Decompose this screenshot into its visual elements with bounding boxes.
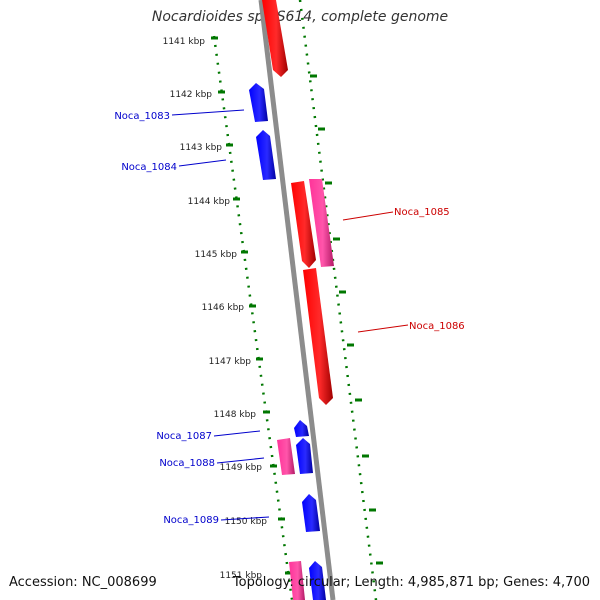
- leader-line-noca-1086: [357, 324, 409, 333]
- leader-line-noca-1083: [171, 109, 245, 116]
- gene-label-noca-1089[interactable]: Noca_1089: [163, 515, 219, 526]
- outer-tick-marks: [310, 74, 383, 565]
- tick-label-1145: 1145 kbp: [195, 250, 238, 260]
- genome-summary-text: Topology: circular; Length: 4,985,871 bp…: [232, 575, 590, 590]
- gene-arrow-noca-1082[interactable]: [262, 0, 288, 77]
- tick-label-1148: 1148 kbp: [214, 410, 257, 420]
- gene-arrow-noca-1085[interactable]: [291, 181, 316, 268]
- gene-arrow-noca-1083[interactable]: [249, 83, 268, 122]
- gene-label-noca-1084[interactable]: Noca_1084: [121, 162, 177, 173]
- gene-feature-bottom[interactable]: [289, 561, 305, 600]
- tick-label-1143: 1143 kbp: [180, 143, 223, 153]
- leader-line-noca-1087: [213, 430, 261, 437]
- gene-label-noca-1083[interactable]: Noca_1083: [114, 111, 170, 122]
- gene-arrow-noca-1087[interactable]: [294, 420, 309, 437]
- gene-label-noca-1087[interactable]: Noca_1087: [156, 431, 212, 442]
- tick-label-1150: 1150 kbp: [225, 517, 268, 527]
- gene-arrow-noca-1084[interactable]: [256, 130, 276, 180]
- gene-label-noca-1086[interactable]: Noca_1086: [409, 321, 465, 332]
- gene-arrow-bottom[interactable]: [309, 561, 326, 600]
- tick-label-1144: 1144 kbp: [188, 197, 231, 207]
- accession-text: Accession: NC_008699: [9, 575, 157, 590]
- outer-ruler: [298, 0, 378, 600]
- leader-line-noca-1085: [342, 211, 394, 221]
- tick-label-1142: 1142 kbp: [170, 90, 213, 100]
- gene-label-noca-1088[interactable]: Noca_1088: [159, 458, 215, 469]
- leader-line-noca-1088: [216, 457, 265, 464]
- tick-label-1141: 1141 kbp: [163, 37, 206, 47]
- gene-feature-noca-1088[interactable]: [277, 438, 295, 475]
- gene-arrow-noca-1089[interactable]: [302, 494, 320, 532]
- leader-line-noca-1084: [178, 159, 227, 167]
- leader-line-noca-1089: [220, 516, 270, 521]
- map-title: Nocardioides sp. JS614, complete genome: [151, 9, 449, 25]
- tick-label-1146: 1146 kbp: [202, 303, 245, 313]
- gene-arrow-noca-1088[interactable]: [296, 438, 313, 474]
- gene-label-noca-1085[interactable]: Noca_1085: [394, 207, 450, 218]
- gene-arrow-noca-1086[interactable]: [303, 268, 333, 405]
- tick-label-1151: 1151 kbp: [220, 571, 263, 581]
- genome-backbone: [258, 0, 336, 600]
- tick-label-1147: 1147 kbp: [209, 357, 252, 367]
- tick-label-1149: 1149 kbp: [220, 463, 263, 473]
- gene-feature-noca-1085[interactable]: [309, 179, 334, 267]
- inner-ruler: [212, 35, 294, 600]
